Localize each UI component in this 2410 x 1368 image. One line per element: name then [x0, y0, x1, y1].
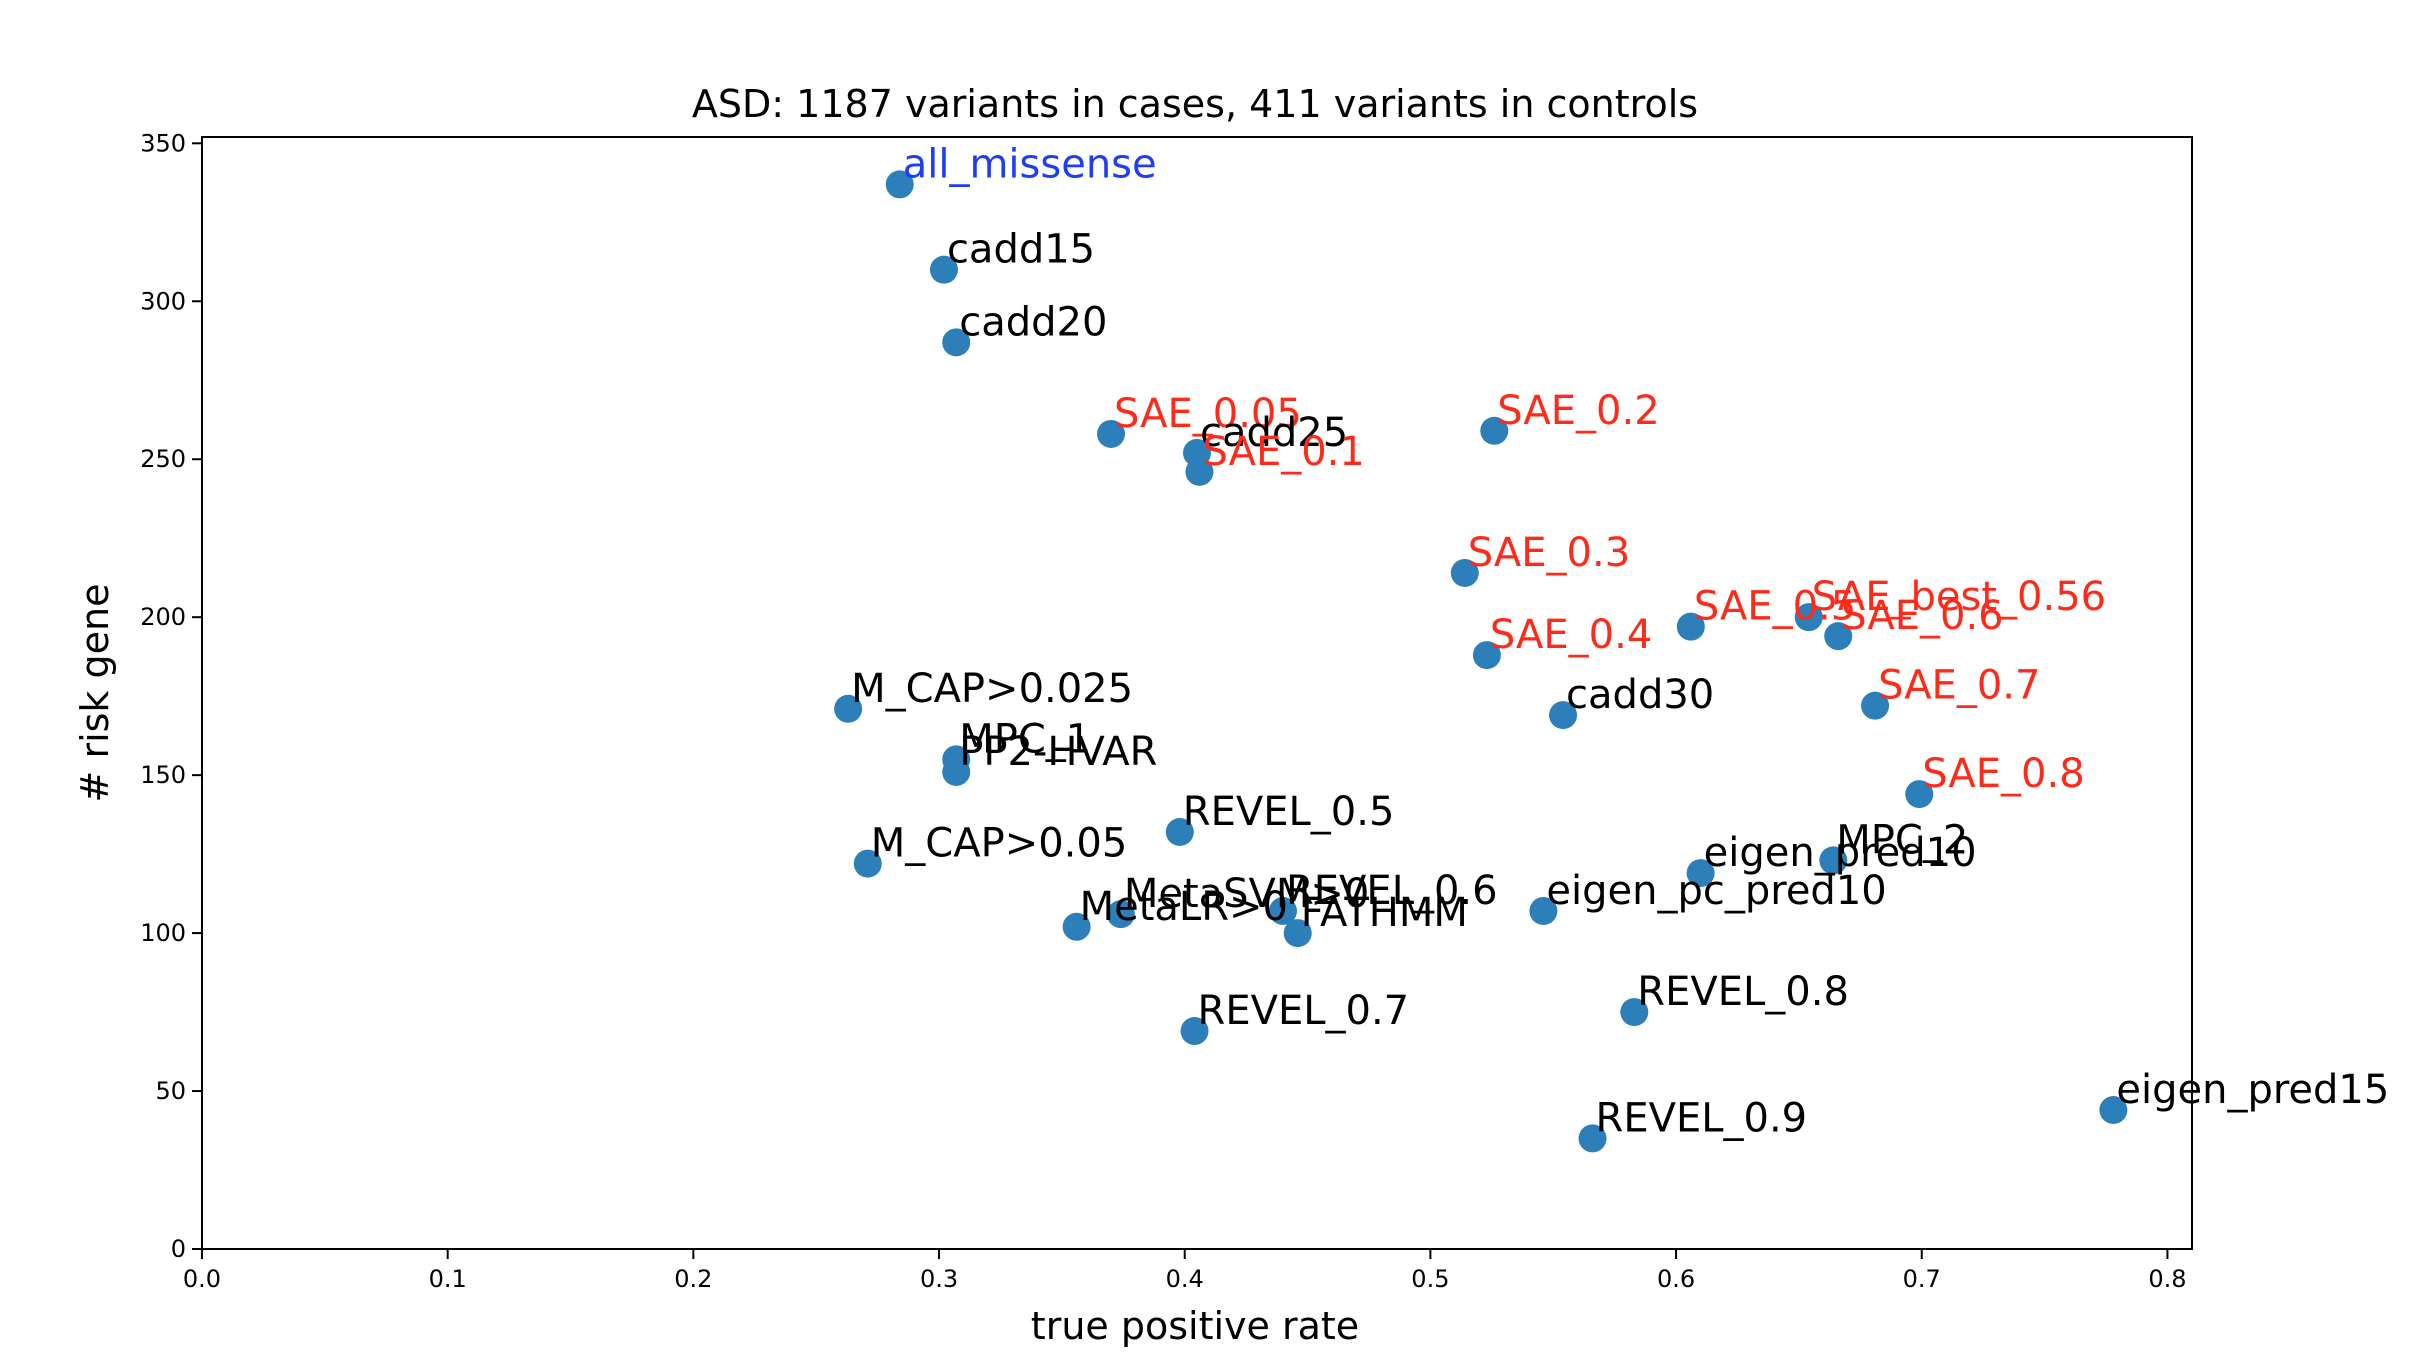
data-point	[834, 694, 863, 723]
data-point	[1686, 859, 1715, 888]
data-point	[1283, 919, 1312, 948]
point-label: REVEL_0.8	[1637, 969, 1849, 1015]
point-label: all_missense	[903, 141, 1157, 187]
data-point	[1819, 846, 1848, 875]
data-point	[885, 170, 914, 199]
data-point	[1268, 896, 1297, 925]
data-point	[1578, 1124, 1607, 1153]
point-label: REVEL_0.5	[1183, 789, 1395, 835]
data-point	[1620, 998, 1649, 1027]
x-tick-label: 0.7	[1903, 1265, 1941, 1293]
point-label: SAE_0.5	[1694, 584, 1856, 630]
y-tick-label: 250	[140, 445, 186, 473]
point-label: SAE_0.4	[1490, 612, 1652, 658]
data-point	[1062, 912, 1091, 941]
point-label: cadd20	[959, 299, 1107, 345]
x-tick-label: 0.0	[183, 1265, 221, 1293]
point-label: MPC_2	[1836, 817, 1968, 863]
data-point	[1097, 419, 1126, 448]
data-points	[834, 170, 2128, 1153]
data-point	[1450, 558, 1479, 587]
data-point	[1905, 780, 1934, 809]
point-label: cadd25	[1200, 410, 1348, 456]
y-tick-label: 150	[140, 761, 186, 789]
point-label: SAE_best_0.56	[1812, 574, 2106, 620]
data-point	[1472, 641, 1501, 670]
data-point	[1794, 603, 1823, 632]
plot-frame	[201, 136, 2193, 1250]
data-point	[1106, 900, 1135, 929]
data-point	[1861, 691, 1890, 720]
data-point	[1480, 416, 1509, 445]
x-tick-label: 0.8	[2148, 1265, 2186, 1293]
data-point	[1529, 896, 1558, 925]
y-tick-label: 350	[140, 129, 186, 157]
point-label: eigen_pc_pred10	[1546, 868, 1886, 914]
y-tick-label: 0	[171, 1235, 186, 1263]
point-label: REVEL_0.6	[1286, 868, 1498, 914]
data-point	[1180, 1017, 1209, 1046]
point-label: MetaLR>0	[1080, 884, 1288, 930]
point-labels: all_missensecadd15cadd20SAE_0.05cadd25SA…	[851, 141, 2389, 1141]
point-label: cadd15	[947, 227, 1095, 273]
point-label: SAE_0.6	[1841, 593, 2003, 639]
point-label: eigen_pred10	[1704, 830, 1977, 876]
data-point	[2099, 1096, 2128, 1124]
data-point	[942, 328, 971, 357]
point-label: M_CAP>0.025	[851, 666, 1133, 712]
point-label: SAE_0.7	[1878, 663, 2040, 709]
point-label: REVEL_0.7	[1198, 988, 1410, 1034]
x-tick-label: 0.6	[1657, 1265, 1695, 1293]
data-point	[1165, 818, 1194, 846]
x-tick-label: 0.1	[429, 1265, 467, 1293]
y-axis-ticks: 0 50 100 150 200 250 300 350	[140, 129, 202, 1263]
point-label: SAE_0.8	[1922, 751, 2084, 797]
y-tick-label: 100	[140, 919, 186, 947]
chart-title: ASD: 1187 variants in cases, 411 variant…	[692, 82, 1698, 126]
point-label: MPC_1	[959, 716, 1091, 762]
plot-area: 0.0 0.1 0.2 0.3 0.4 0.5 0.6 0.7 0.8 0 50 100 150 200…	[140, 129, 2389, 1293]
data-point	[1185, 457, 1214, 486]
point-label: REVEL_0.9	[1596, 1095, 1808, 1141]
x-tick-label: 0.5	[1411, 1265, 1449, 1293]
data-point	[929, 255, 958, 284]
y-tick-label: 200	[140, 603, 186, 631]
x-axis-ticks: 0.0 0.1 0.2 0.3 0.4 0.5 0.6 0.7 0.8	[183, 1249, 2187, 1293]
point-label: SAE_0.3	[1468, 530, 1630, 576]
x-tick-label: 0.2	[674, 1265, 712, 1293]
point-label: SAE_0.05	[1114, 391, 1302, 437]
point-label: cadd30	[1566, 672, 1714, 718]
x-tick-label: 0.3	[920, 1265, 958, 1293]
point-label: M_CAP>0.05	[871, 821, 1128, 867]
y-tick-label: 50	[155, 1077, 186, 1105]
x-tick-label: 0.4	[1166, 1265, 1204, 1293]
point-label: MetaSVM>0	[1124, 871, 1370, 917]
data-point	[1676, 612, 1705, 641]
point-label: PP2-HVAR	[959, 729, 1157, 775]
y-axis-label: # risk gene	[73, 584, 117, 803]
point-label: FATHMM	[1301, 890, 1468, 936]
y-tick-label: 300	[140, 287, 186, 315]
data-point	[1824, 622, 1853, 651]
point-label: SAE_0.1	[1202, 429, 1364, 475]
data-point	[853, 849, 882, 878]
point-label: SAE_0.2	[1497, 388, 1659, 434]
data-point	[942, 757, 971, 786]
x-axis-label: true positive rate	[1031, 1304, 1359, 1348]
data-point	[1549, 701, 1578, 730]
point-label: eigen_pred15	[2116, 1067, 2389, 1113]
